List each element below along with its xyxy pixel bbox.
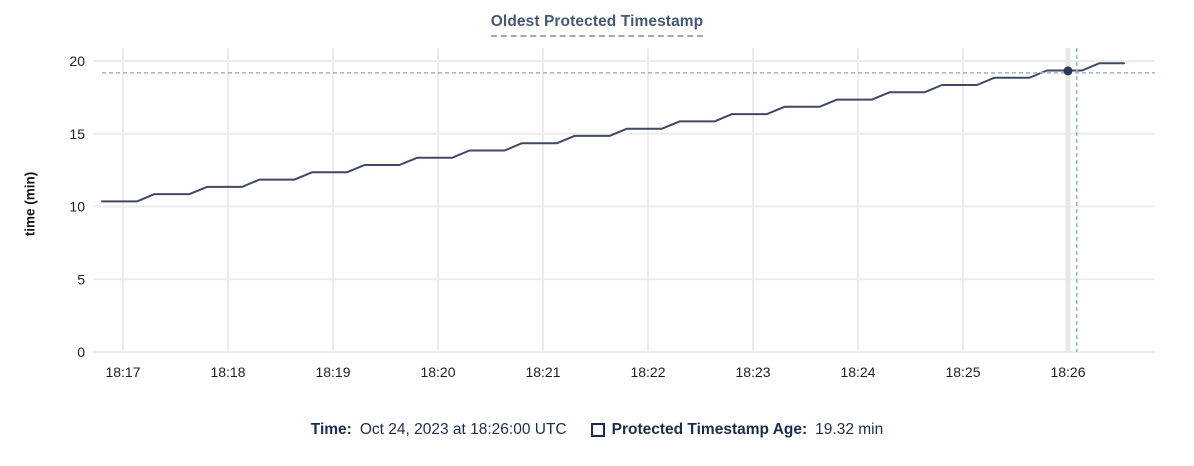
- x-tick-label: 18:19: [315, 364, 350, 380]
- y-tick-label: 0: [77, 344, 85, 360]
- time-value: Oct 24, 2023 at 18:26:00 UTC: [359, 421, 567, 438]
- x-tick-label: 18:26: [1050, 364, 1085, 380]
- x-tick-label: 18:25: [945, 364, 980, 380]
- hover-time-readout: Time: Oct 24, 2023 at 18:26:00 UTC: [311, 421, 567, 439]
- legend-checkbox-icon[interactable]: [590, 423, 605, 437]
- chart-header: Oldest Protected Timestamp: [0, 13, 1194, 37]
- chart-footer-legend: Time: Oct 24, 2023 at 18:26:00 UTC Prote…: [0, 421, 1194, 439]
- x-tick-label: 18:18: [210, 364, 245, 380]
- x-tick-label: 18:20: [420, 364, 455, 380]
- y-tick-label: 5: [77, 271, 85, 287]
- hover-marker: [1063, 66, 1073, 76]
- series-value: 19.32 min: [815, 421, 884, 438]
- x-tick-label: 18:24: [840, 364, 875, 380]
- y-tick-label: 15: [69, 126, 85, 142]
- x-tick-label: 18:22: [630, 364, 665, 380]
- legend-item-protected-timestamp-age[interactable]: Protected Timestamp Age: 19.32 min: [590, 421, 884, 439]
- x-tick-label: 18:21: [525, 364, 560, 380]
- chart-title[interactable]: Oldest Protected Timestamp: [490, 13, 704, 37]
- series-line: [101, 62, 1125, 203]
- y-tick-label: 20: [69, 53, 85, 69]
- x-tick-label: 18:23: [735, 364, 770, 380]
- chart-plot-area[interactable]: 0 5 10 15 20 18:17 18:18 18:19 18:20 18:21 18:22 18…: [0, 0, 1194, 400]
- series-label: Protected Timestamp Age:: [611, 421, 808, 438]
- x-tick-label: 18:17: [105, 364, 140, 380]
- y-tick-label: 10: [69, 199, 85, 215]
- time-label: Time:: [310, 421, 352, 438]
